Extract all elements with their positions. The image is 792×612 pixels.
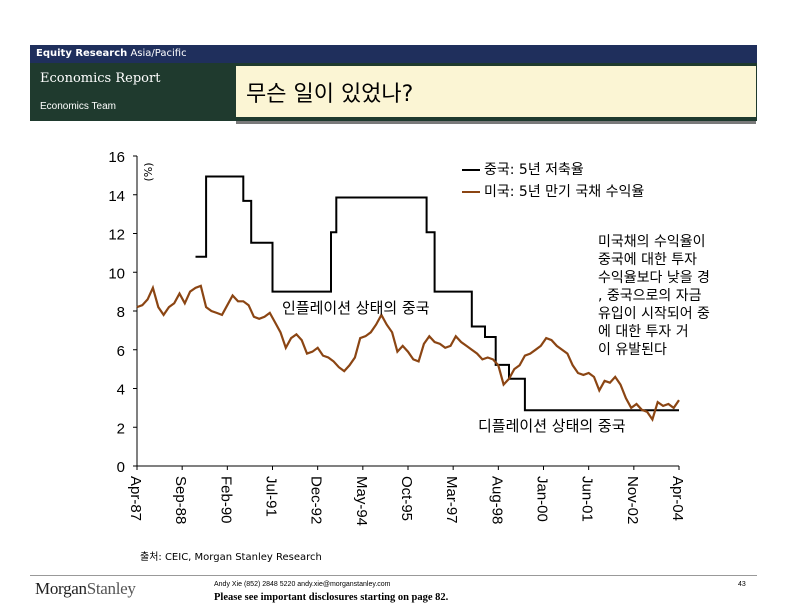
- series-line-china-savings: [195, 175, 679, 412]
- page-title: 무슨 일이 있었나?: [246, 82, 414, 107]
- x-tick-label: Dec-92: [308, 476, 325, 524]
- y-ticks: 0 2 4 6 8 10 12 14 16: [108, 149, 137, 476]
- x-tick-label: Apr-04: [669, 476, 686, 521]
- annotation-deflation-china: 디플레이션 상태의 중국: [478, 417, 626, 435]
- legend-label: 중국: 5년 저축율: [484, 162, 584, 178]
- disclosure-link[interactable]: Please see important disclosures startin…: [214, 592, 449, 603]
- x-ticks: Apr-87 Sep-88 Feb-90 Jul-91 Dec-92 May-94 Oct-…: [127, 466, 686, 526]
- legend-label: 미국: 5년 만기 국채 수익율: [484, 184, 644, 200]
- y-tick-label: 16: [108, 149, 125, 166]
- x-tick-label: Jan-00: [534, 476, 551, 522]
- contact-line: Andy Xie (852) 2848 5220 andy.xie@morgan…: [214, 581, 391, 588]
- region-label: Asia/Pacific: [130, 48, 187, 59]
- x-tick-label: Jun-01: [579, 476, 596, 522]
- y-tick-label: 0: [117, 459, 125, 476]
- x-tick-label: Mar-97: [443, 476, 460, 524]
- x-tick-label: Feb-90: [217, 476, 234, 524]
- series-line-us-treasury: [136, 284, 680, 423]
- x-tick-label: Sep-88: [172, 476, 189, 524]
- x-tick-label: Apr-87: [127, 476, 144, 521]
- header-bar: Equity Research Asia/Pacific: [30, 45, 757, 63]
- footer-divider: [30, 575, 757, 576]
- x-tick-label: Aug-98: [488, 476, 505, 524]
- y-tick-label: 10: [108, 265, 125, 282]
- y-axis-label: (%): [142, 162, 155, 181]
- page-number: 43: [738, 581, 746, 588]
- annotations: 미국채의 수익율이 중국에 대한 투자 수익율보다 낮을 경, 중국으로의 자금 유입…: [282, 234, 710, 435]
- x-tick-label: May-94: [353, 476, 370, 526]
- y-tick-label: 4: [117, 382, 125, 399]
- x-tick-label: Oct-95: [398, 476, 415, 521]
- y-tick-label: 14: [108, 188, 125, 205]
- title-box: [236, 66, 756, 117]
- annotation-investment-bubble: 미국채의 수익율이 중국에 대한 투자 수익율보다 낮을 경, 중국으로의 자금 유입…: [598, 234, 710, 358]
- source-note: 출처: CEIC, Morgan Stanley Research: [140, 552, 322, 563]
- morgan-stanley-logo: MorganStanley: [35, 579, 136, 598]
- team-name: Economics Team: [40, 101, 116, 112]
- y-tick-label: 2: [117, 420, 125, 437]
- x-tick-label: Nov-02: [624, 476, 641, 524]
- title-underline: [236, 121, 756, 124]
- y-tick-label: 6: [117, 343, 125, 360]
- annotation-inflation-china: 인플레이션 상태의 중국: [282, 299, 430, 317]
- report-name: Economics Report: [40, 71, 161, 86]
- y-tick-label: 8: [117, 304, 125, 321]
- x-tick-label: Jul-91: [263, 476, 280, 517]
- y-tick-label: 12: [108, 227, 125, 244]
- section-label: Equity Research: [36, 48, 128, 59]
